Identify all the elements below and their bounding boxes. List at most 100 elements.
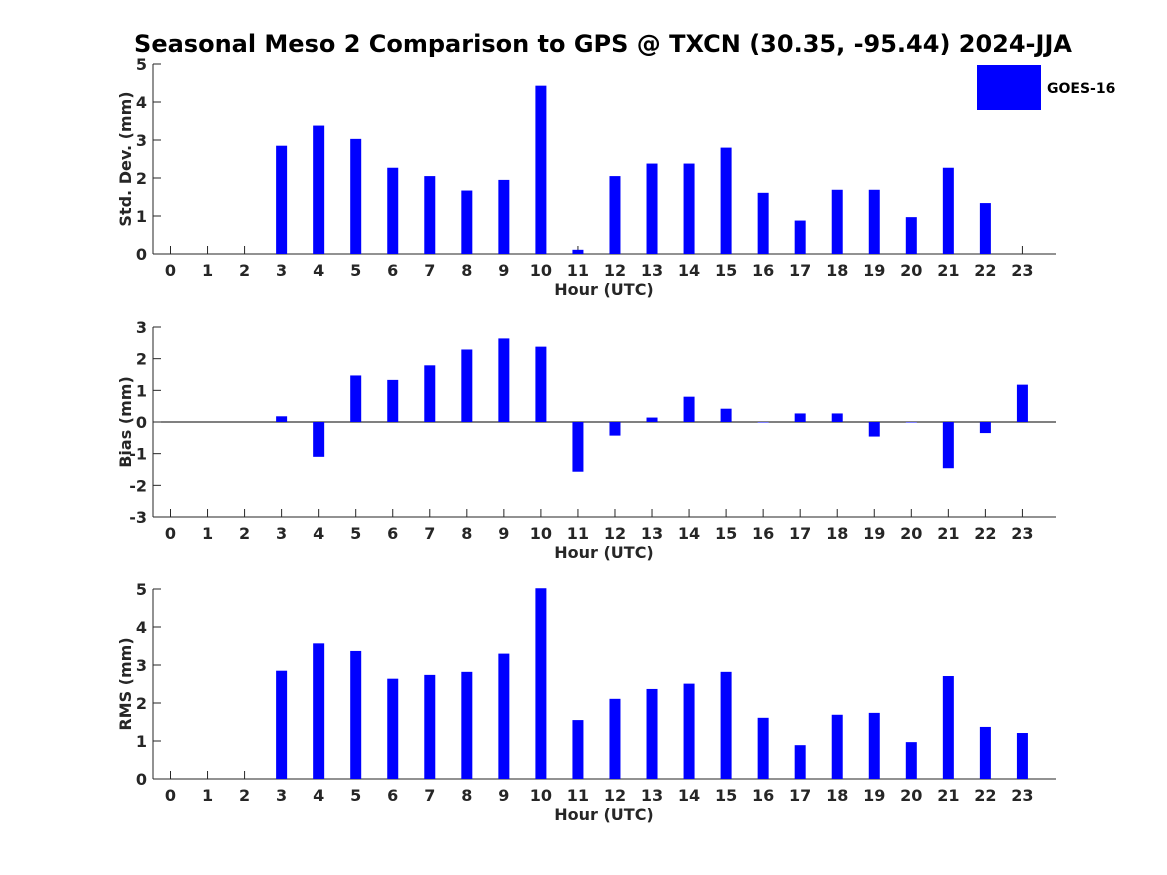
x-tick-label: 21 bbox=[937, 261, 959, 280]
bar-hour-15 bbox=[720, 671, 732, 779]
x-tick-label: 1 bbox=[202, 524, 213, 543]
bar-hour-7 bbox=[424, 365, 436, 422]
x-tick-label: 14 bbox=[678, 786, 700, 805]
x-tick-label: 21 bbox=[937, 524, 959, 543]
y-tick-label: -1 bbox=[129, 445, 147, 464]
y-tick-label: -3 bbox=[129, 508, 147, 527]
bar-hour-11 bbox=[572, 720, 584, 779]
bar-hour-5 bbox=[350, 138, 362, 254]
bar-hour-22 bbox=[979, 422, 991, 434]
bar-hour-3 bbox=[276, 145, 288, 254]
x-tick-label: 10 bbox=[530, 261, 552, 280]
x-tick-label: 9 bbox=[498, 786, 509, 805]
x-tick-label: 20 bbox=[900, 524, 922, 543]
bar-hour-5 bbox=[350, 650, 362, 779]
x-tick-label: 20 bbox=[900, 786, 922, 805]
bar-hour-12 bbox=[609, 176, 621, 254]
x-tick-label: 1 bbox=[202, 786, 213, 805]
y-tick-label: 5 bbox=[136, 580, 147, 599]
x-tick-label: 23 bbox=[1011, 261, 1033, 280]
x-tick-label: 11 bbox=[567, 786, 589, 805]
bar-hour-9 bbox=[498, 653, 510, 779]
y-tick-label: 0 bbox=[136, 245, 147, 264]
y-tick-label: 1 bbox=[136, 207, 147, 226]
x-tick-label: 18 bbox=[826, 524, 848, 543]
bar-hour-19 bbox=[868, 189, 880, 254]
x-tick-label: 10 bbox=[530, 786, 552, 805]
x-tick-label: 7 bbox=[424, 786, 435, 805]
y-tick-label: 3 bbox=[136, 318, 147, 337]
bar-hour-23 bbox=[1016, 733, 1028, 779]
y-axis-label: RMS (mm) bbox=[116, 637, 135, 730]
legend-swatch bbox=[977, 65, 1041, 110]
x-tick-label: 23 bbox=[1011, 524, 1033, 543]
y-tick-label: -2 bbox=[129, 476, 147, 495]
x-tick-label: 4 bbox=[313, 261, 324, 280]
x-tick-label: 13 bbox=[641, 524, 663, 543]
x-tick-label: 17 bbox=[789, 524, 811, 543]
y-tick-label: 2 bbox=[136, 169, 147, 188]
x-tick-label: 15 bbox=[715, 786, 737, 805]
bar-hour-10 bbox=[535, 346, 547, 422]
x-tick-label: 9 bbox=[498, 261, 509, 280]
bar-hour-17 bbox=[794, 745, 806, 779]
y-axis-label: Bias (mm) bbox=[116, 376, 135, 468]
bar-hour-21 bbox=[942, 676, 954, 779]
x-tick-label: 6 bbox=[387, 261, 398, 280]
y-tick-label: 0 bbox=[136, 413, 147, 432]
bar-hour-23 bbox=[1016, 384, 1028, 422]
x-axis-label: Hour (UTC) bbox=[554, 805, 654, 824]
y-tick-label: 4 bbox=[136, 618, 147, 637]
bar-hour-4 bbox=[313, 422, 325, 457]
x-tick-label: 3 bbox=[276, 524, 287, 543]
x-tick-label: 1 bbox=[202, 261, 213, 280]
x-tick-label: 18 bbox=[826, 786, 848, 805]
bar-hour-13 bbox=[646, 163, 658, 254]
bar-hour-19 bbox=[868, 422, 880, 437]
bar-hour-14 bbox=[683, 396, 695, 422]
bar-hour-11 bbox=[572, 422, 584, 472]
x-tick-label: 17 bbox=[789, 261, 811, 280]
bar-hour-20 bbox=[905, 422, 917, 423]
x-tick-label: 12 bbox=[604, 786, 626, 805]
bar-hour-13 bbox=[646, 688, 658, 779]
bar-hour-6 bbox=[387, 379, 399, 422]
x-tick-label: 20 bbox=[900, 261, 922, 280]
bar-hour-8 bbox=[461, 349, 473, 422]
bar-hour-12 bbox=[609, 422, 621, 436]
x-tick-label: 4 bbox=[313, 786, 324, 805]
bar-hour-10 bbox=[535, 85, 547, 254]
bar-hour-9 bbox=[498, 179, 510, 254]
bar-hour-20 bbox=[905, 217, 917, 254]
bar-hour-13 bbox=[646, 417, 658, 422]
bar-hour-12 bbox=[609, 698, 621, 779]
x-tick-label: 0 bbox=[165, 786, 176, 805]
x-tick-label: 3 bbox=[276, 786, 287, 805]
x-tick-label: 19 bbox=[863, 524, 885, 543]
x-tick-label: 8 bbox=[461, 261, 472, 280]
legend-label: GOES-16 bbox=[1047, 81, 1115, 97]
y-axis-label: Std. Dev. (mm) bbox=[116, 91, 135, 226]
x-axis-label: Hour (UTC) bbox=[554, 280, 654, 299]
bar-hour-19 bbox=[868, 712, 880, 779]
bar-hour-4 bbox=[313, 125, 325, 254]
bar-hour-18 bbox=[831, 714, 843, 779]
x-tick-label: 7 bbox=[424, 524, 435, 543]
x-tick-label: 2 bbox=[239, 261, 250, 280]
x-tick-label: 5 bbox=[350, 786, 361, 805]
x-tick-label: 4 bbox=[313, 524, 324, 543]
x-tick-label: 6 bbox=[387, 786, 398, 805]
bar-hour-21 bbox=[942, 167, 954, 254]
x-tick-label: 21 bbox=[937, 786, 959, 805]
x-tick-label: 22 bbox=[974, 261, 996, 280]
y-tick-label: 3 bbox=[136, 131, 147, 150]
bar-hour-5 bbox=[350, 375, 362, 422]
x-tick-label: 17 bbox=[789, 786, 811, 805]
x-tick-label: 11 bbox=[567, 261, 589, 280]
x-tick-label: 12 bbox=[604, 524, 626, 543]
x-tick-label: 10 bbox=[530, 524, 552, 543]
